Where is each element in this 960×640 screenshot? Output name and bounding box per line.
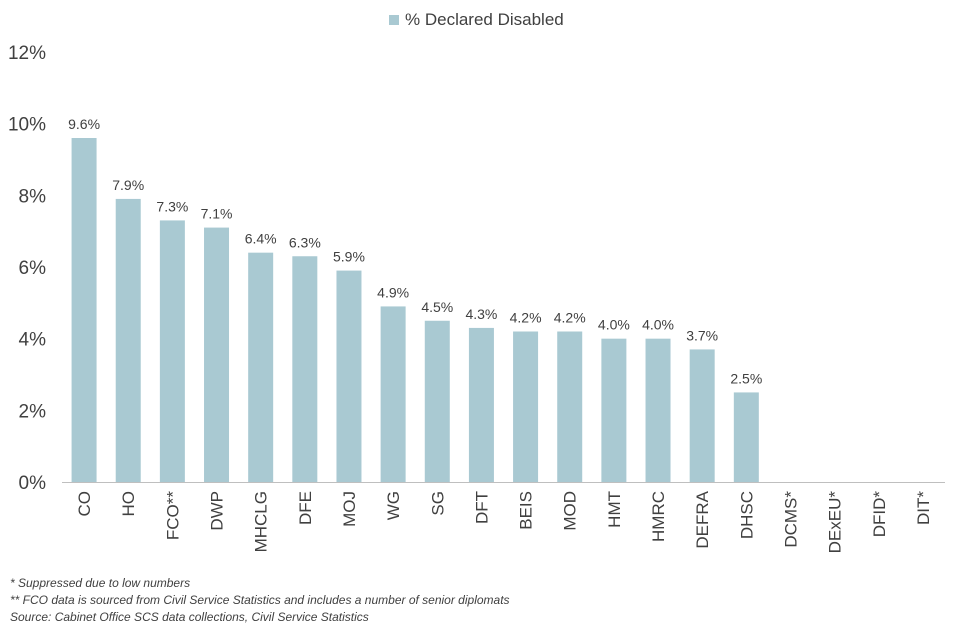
bar: [115, 198, 141, 482]
data-label: 2.5%: [730, 370, 762, 386]
data-label: 6.4%: [245, 231, 277, 247]
bar: [513, 331, 539, 482]
data-label: 5.9%: [333, 249, 365, 265]
category-label: DEFRA: [693, 490, 712, 548]
bar: [248, 252, 274, 482]
y-tick-label: 2%: [19, 401, 47, 422]
data-label: 7.1%: [201, 206, 233, 222]
data-label: 9.6%: [68, 116, 100, 132]
bar: [380, 306, 406, 482]
data-label: 4.2%: [510, 310, 542, 326]
data-label: 4.9%: [377, 284, 409, 300]
y-tick-label: 10%: [8, 115, 46, 136]
category-label: DCMS*: [781, 491, 800, 548]
bar: [159, 220, 185, 482]
category-label: CO: [75, 491, 94, 517]
category-label: WG: [384, 491, 403, 520]
category-label: DFE: [296, 491, 315, 525]
bar: [601, 338, 627, 482]
y-tick-label: 6%: [19, 258, 47, 279]
chart-legend: % Declared Disabled: [389, 10, 564, 30]
bar: [733, 392, 759, 482]
bar: [71, 138, 97, 482]
footnote-source: Source: Cabinet Office SCS data collecti…: [10, 610, 369, 624]
bar: [336, 270, 362, 482]
legend-swatch: [389, 15, 399, 25]
y-tick-label: 4%: [19, 330, 47, 351]
category-label: DExEU*: [826, 491, 845, 554]
data-label: 4.0%: [642, 317, 674, 333]
category-label: BEIS: [517, 491, 536, 530]
data-label: 6.3%: [289, 234, 321, 250]
category-label: MOJ: [340, 491, 359, 527]
bar: [204, 227, 230, 482]
category-label: DIT*: [914, 491, 933, 525]
category-label: FCO**: [163, 491, 182, 541]
category-label: MOD: [561, 491, 580, 531]
category-label: HMRC: [649, 491, 668, 542]
footnote-fco: ** FCO data is sourced from Civil Servic…: [10, 593, 510, 607]
y-tick-label: 0%: [19, 473, 47, 494]
category-label: DFID*: [870, 491, 889, 538]
bar: [689, 349, 715, 482]
footnote-suppressed: * Suppressed due to low numbers: [10, 576, 191, 590]
category-label: HO: [119, 491, 138, 517]
bar: [424, 320, 450, 482]
y-tick-label: 12%: [8, 43, 46, 64]
y-tick-label: 8%: [19, 186, 47, 207]
bar: [645, 338, 671, 482]
bar: [557, 331, 583, 482]
bar: [468, 327, 494, 482]
data-label: 4.0%: [598, 317, 630, 333]
category-label: DWP: [208, 491, 227, 531]
bar: [292, 256, 318, 482]
data-label: 4.3%: [465, 306, 497, 322]
category-label: MHCLG: [252, 491, 271, 552]
category-label: SG: [428, 491, 447, 516]
data-label: 7.9%: [112, 177, 144, 193]
footnotes: * Suppressed due to low numbers ** FCO d…: [10, 575, 510, 626]
data-label: 3.7%: [686, 327, 718, 343]
legend-label: % Declared Disabled: [405, 10, 564, 29]
category-label: HMT: [605, 491, 624, 528]
category-label: DFT: [472, 491, 491, 524]
data-label: 4.5%: [421, 299, 453, 315]
data-label: 4.2%: [554, 310, 586, 326]
category-label: DHSC: [737, 491, 756, 539]
data-label: 7.3%: [156, 198, 188, 214]
